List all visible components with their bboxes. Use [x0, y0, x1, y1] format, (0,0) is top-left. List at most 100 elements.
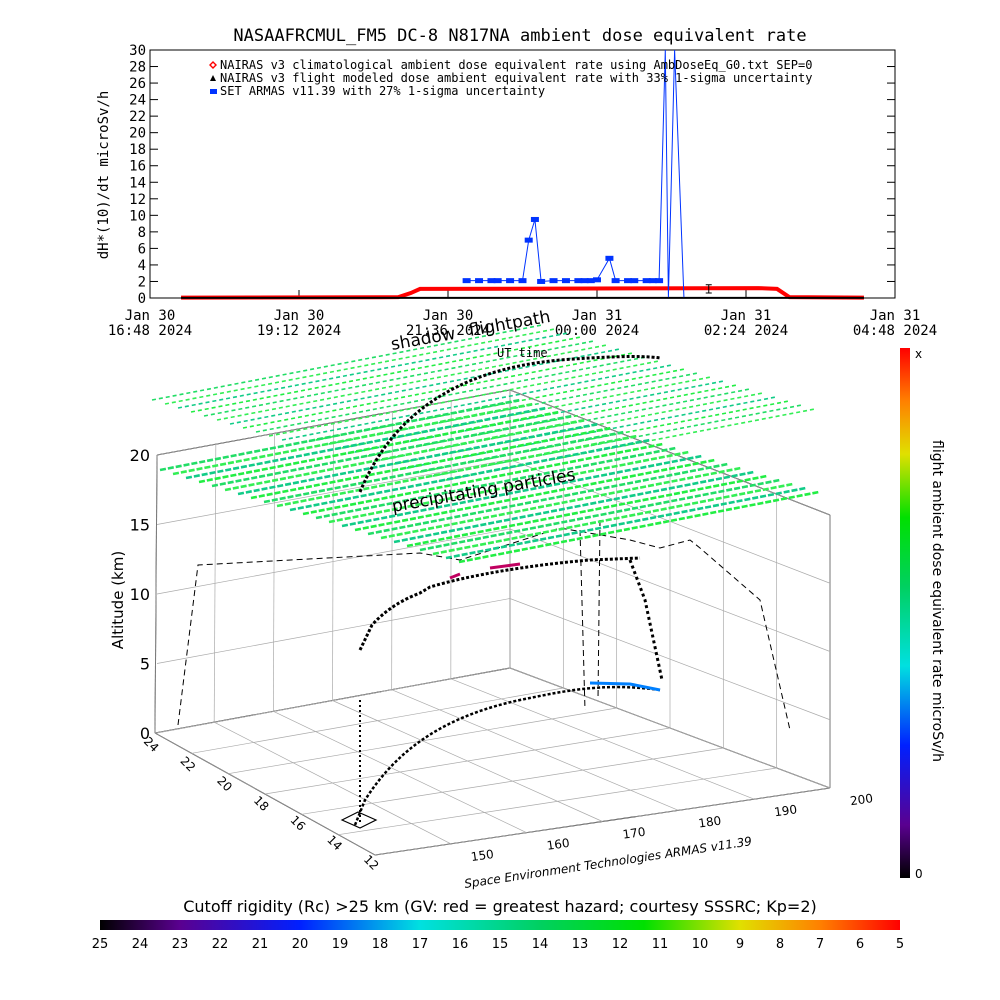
colorbar-tick-label: 6: [856, 937, 864, 952]
particle-sheet-line: [211, 414, 573, 488]
particle-sheet-line: [302, 442, 664, 516]
particle-sheet-line: [354, 458, 716, 532]
colorbar-tick-label: 9: [736, 937, 744, 952]
floor-grid-line-2: [391, 689, 679, 811]
particle-sheet-line: [216, 344, 608, 421]
y-tick-label: 10: [129, 208, 146, 224]
x-tick-label-date: Jan 30: [423, 308, 474, 324]
particle-sheet-line: [289, 438, 651, 512]
particle-sheet-line: [276, 434, 638, 508]
legend-triangle-marker: [210, 75, 216, 81]
legend-circle-marker: [210, 89, 217, 94]
bottom-colorbar-gradient: [100, 920, 900, 930]
armas-point: [574, 278, 583, 284]
particle-sheet-line: [281, 364, 673, 441]
flightpath-middle-color: [449, 562, 521, 580]
colorbar-tick-label: 21: [252, 937, 269, 952]
armas-point: [642, 278, 651, 284]
armas-point: [611, 278, 620, 284]
floor-grid-line-2: [332, 700, 603, 822]
rc-tick-label: 22: [178, 754, 199, 775]
particle-sheet-line: [159, 398, 521, 472]
armas-point: [462, 278, 471, 284]
z-axis-label: Altitude (km): [109, 551, 127, 649]
armas-point: [580, 278, 589, 284]
particle-sheet-line: [255, 356, 647, 433]
armas-point: [506, 278, 515, 284]
x-tick-label-date: Jan 30: [125, 308, 176, 324]
colorbar-tick-label: 13: [572, 937, 589, 952]
y-tick-label: 28: [129, 60, 146, 76]
rc-tick-label: 14: [324, 833, 345, 854]
altitude-grid-line: [156, 598, 831, 721]
colorbar-tick-label: 18: [372, 937, 389, 952]
y-tick-label: 20: [129, 126, 146, 142]
y-tick-label: 8: [138, 225, 146, 241]
z-tick-label: 20: [130, 446, 150, 465]
legend-entry-nairas-flight: NAIRAS v3 flight modeled dose ambient eq…: [220, 71, 812, 85]
colorbar-tick-label: 25: [92, 937, 109, 952]
y-tick-label: 0: [138, 291, 146, 307]
shadow-ground-track: [353, 685, 661, 826]
x-tick-label-time: 19:12 2024: [257, 323, 341, 339]
lon-axis-ticks: 150 160 170 180 190 200: [470, 791, 874, 864]
flightpath-middle: [358, 556, 641, 651]
armas-point: [549, 278, 558, 284]
lon-tick-label: 170: [622, 825, 647, 842]
x-tick-label-date: Jan 30: [274, 308, 325, 324]
lon-tick-label: 190: [773, 802, 798, 819]
colorbar-tick-label: 17: [412, 937, 429, 952]
descent-track: [628, 559, 664, 681]
colorbar-tick-label: 22: [212, 937, 229, 952]
y-tick-label: 4: [138, 258, 146, 274]
z-tick-label: 10: [130, 585, 150, 604]
x-tick-label-time: 16:48 2024: [108, 323, 192, 339]
particle-sheet-line: [341, 454, 703, 528]
flightpath-upper: [358, 355, 661, 493]
armas-point: [487, 278, 496, 284]
rc-tick-label: 20: [214, 774, 235, 795]
chart-title: NASAAFRCMUL_FM5 DC-8 N817NA ambient dose…: [233, 26, 806, 46]
error-bar: [705, 284, 712, 294]
armas-point: [524, 237, 533, 243]
particle-sheet-line: [172, 402, 534, 476]
wall-grid-line: [332, 422, 334, 701]
particle-sheet-line: [250, 426, 612, 500]
colorbar-tick-label: 12: [612, 937, 629, 952]
legend: NAIRAS v3 climatological ambient dose eq…: [209, 58, 812, 98]
particle-sheet-line: [237, 422, 599, 496]
colorbar-tick-label: 14: [532, 937, 549, 952]
armas-point: [561, 278, 570, 284]
legend-entry-set-armas: SET ARMAS v11.39 with 27% 1-sigma uncert…: [220, 84, 545, 98]
bottom-colorbar-ticks: 25 24 23 22 21 20 19 18 17 16 15 14 13 12 11 10 9 8 7 6 5: [92, 937, 904, 952]
armas-point: [530, 216, 539, 222]
particle-sheet-line: [151, 324, 543, 401]
floor-grid-line-2: [214, 721, 451, 845]
right-colorbar-bottom-label: 0: [915, 867, 923, 881]
x-tick-label-time: 04:48 2024: [853, 323, 937, 339]
wall-grid-line: [391, 411, 393, 690]
particle-sheet-line: [185, 406, 547, 480]
y-tick-label: 2: [138, 274, 146, 290]
wall-grid-line: [154, 454, 158, 734]
particle-sheet-line: [367, 462, 729, 536]
z-tick-label: 15: [130, 516, 150, 535]
particle-sheet-line: [229, 348, 621, 425]
particle-sheet-line: [164, 328, 556, 405]
colorbar-tick-label: 16: [452, 937, 469, 952]
x-tick-label-date: Jan 31: [572, 308, 623, 324]
x-tick-label-date: Jan 31: [721, 308, 772, 324]
particle-sheet-line: [177, 332, 569, 409]
floor-grid-line-2: [509, 667, 831, 789]
right-colorbar-title: flight ambient dose equivalent rate micr…: [929, 440, 945, 762]
y-tick-label: 16: [129, 159, 146, 175]
armas-point: [593, 277, 601, 283]
particle-sheet-line: [393, 470, 755, 544]
colorbar-tick-label: 20: [292, 937, 309, 952]
floor-grid-line-2: [273, 711, 527, 833]
colorbar-tick-label: 11: [652, 937, 669, 952]
